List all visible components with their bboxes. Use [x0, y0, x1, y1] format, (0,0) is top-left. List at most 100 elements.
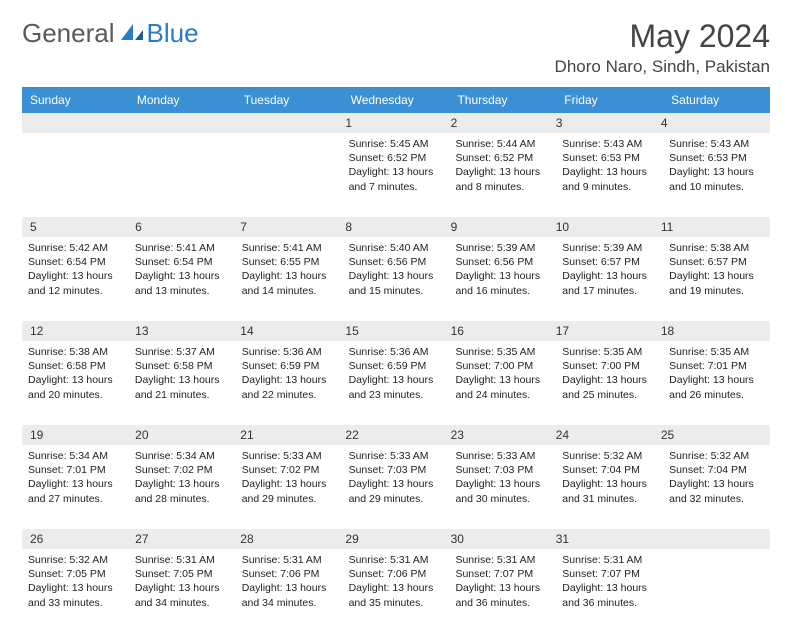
day-header: Monday [129, 87, 236, 113]
day-detail: Sunrise: 5:45 AMSunset: 6:52 PMDaylight:… [349, 137, 444, 194]
day-cell: Sunrise: 5:34 AMSunset: 7:01 PMDaylight:… [22, 445, 129, 529]
day-cell: Sunrise: 5:32 AMSunset: 7:05 PMDaylight:… [22, 549, 129, 633]
day-number: 11 [659, 220, 764, 234]
day-number: 12 [28, 324, 133, 338]
day-detail: Sunrise: 5:41 AMSunset: 6:55 PMDaylight:… [242, 241, 337, 298]
day-header: Wednesday [343, 87, 450, 113]
day-cell: Sunrise: 5:43 AMSunset: 6:53 PMDaylight:… [663, 133, 770, 217]
week-row: 1234 Sunrise: 5:45 AMSunset: 6:52 PMDayli… [22, 113, 770, 217]
detail-row: Sunrise: 5:38 AMSunset: 6:58 PMDaylight:… [22, 341, 770, 425]
day-number: 4 [659, 116, 764, 130]
day-detail: Sunrise: 5:31 AMSunset: 7:06 PMDaylight:… [349, 553, 444, 610]
day-number: 8 [343, 220, 448, 234]
day-detail: Sunrise: 5:33 AMSunset: 7:03 PMDaylight:… [349, 449, 444, 506]
page-title: May 2024 [555, 18, 770, 55]
day-number: 19 [28, 428, 133, 442]
day-number [238, 116, 343, 130]
week-row: 19202122232425 Sunrise: 5:34 AMSunset: 7:… [22, 425, 770, 529]
day-detail: Sunrise: 5:34 AMSunset: 7:02 PMDaylight:… [135, 449, 230, 506]
day-number: 1 [343, 116, 448, 130]
day-detail: Sunrise: 5:32 AMSunset: 7:04 PMDaylight:… [562, 449, 657, 506]
day-cell: Sunrise: 5:31 AMSunset: 7:07 PMDaylight:… [449, 549, 556, 633]
day-header: Thursday [449, 87, 556, 113]
week-row: 262728293031Sunrise: 5:32 AMSunset: 7:05… [22, 529, 770, 633]
day-detail: Sunrise: 5:31 AMSunset: 7:07 PMDaylight:… [562, 553, 657, 610]
day-cell: Sunrise: 5:41 AMSunset: 6:54 PMDaylight:… [129, 237, 236, 321]
day-number: 3 [554, 116, 659, 130]
daynum-strip: 12131415161718 [22, 321, 770, 341]
day-number: 26 [28, 532, 133, 546]
day-header: Friday [556, 87, 663, 113]
day-number: 15 [343, 324, 448, 338]
day-detail: Sunrise: 5:31 AMSunset: 7:05 PMDaylight:… [135, 553, 230, 610]
day-detail: Sunrise: 5:40 AMSunset: 6:56 PMDaylight:… [349, 241, 444, 298]
logo-text-general: General [22, 18, 115, 49]
detail-row: Sunrise: 5:42 AMSunset: 6:54 PMDaylight:… [22, 237, 770, 321]
day-cell: Sunrise: 5:31 AMSunset: 7:07 PMDaylight:… [556, 549, 663, 633]
day-cell: Sunrise: 5:38 AMSunset: 6:57 PMDaylight:… [663, 237, 770, 321]
day-number: 5 [28, 220, 133, 234]
logo-text-blue: Blue [147, 18, 199, 49]
day-cell: Sunrise: 5:40 AMSunset: 6:56 PMDaylight:… [343, 237, 450, 321]
day-number: 29 [343, 532, 448, 546]
detail-row: Sunrise: 5:32 AMSunset: 7:05 PMDaylight:… [22, 549, 770, 633]
day-number [659, 532, 764, 546]
day-cell: Sunrise: 5:35 AMSunset: 7:00 PMDaylight:… [556, 341, 663, 425]
day-number: 13 [133, 324, 238, 338]
day-detail: Sunrise: 5:39 AMSunset: 6:56 PMDaylight:… [455, 241, 550, 298]
daynum-strip: 1234 [22, 113, 770, 133]
day-cell: Sunrise: 5:34 AMSunset: 7:02 PMDaylight:… [129, 445, 236, 529]
day-cell: Sunrise: 5:31 AMSunset: 7:06 PMDaylight:… [236, 549, 343, 633]
day-detail: Sunrise: 5:41 AMSunset: 6:54 PMDaylight:… [135, 241, 230, 298]
day-cell: Sunrise: 5:41 AMSunset: 6:55 PMDaylight:… [236, 237, 343, 321]
day-cell: Sunrise: 5:39 AMSunset: 6:56 PMDaylight:… [449, 237, 556, 321]
day-number [133, 116, 238, 130]
day-cell: Sunrise: 5:39 AMSunset: 6:57 PMDaylight:… [556, 237, 663, 321]
day-detail: Sunrise: 5:39 AMSunset: 6:57 PMDaylight:… [562, 241, 657, 298]
day-cell: Sunrise: 5:36 AMSunset: 6:59 PMDaylight:… [236, 341, 343, 425]
daynum-strip: 19202122232425 [22, 425, 770, 445]
day-number: 6 [133, 220, 238, 234]
week-row: 12131415161718Sunrise: 5:38 AMSunset: 6:… [22, 321, 770, 425]
day-cell: Sunrise: 5:31 AMSunset: 7:05 PMDaylight:… [129, 549, 236, 633]
day-number: 27 [133, 532, 238, 546]
day-number: 21 [238, 428, 343, 442]
day-cell [663, 549, 770, 633]
day-cell: Sunrise: 5:33 AMSunset: 7:02 PMDaylight:… [236, 445, 343, 529]
day-header: Sunday [22, 87, 129, 113]
day-cell: Sunrise: 5:31 AMSunset: 7:06 PMDaylight:… [343, 549, 450, 633]
day-number: 9 [449, 220, 554, 234]
day-detail: Sunrise: 5:36 AMSunset: 6:59 PMDaylight:… [349, 345, 444, 402]
detail-row: Sunrise: 5:34 AMSunset: 7:01 PMDaylight:… [22, 445, 770, 529]
day-detail: Sunrise: 5:32 AMSunset: 7:05 PMDaylight:… [28, 553, 123, 610]
day-detail: Sunrise: 5:37 AMSunset: 6:58 PMDaylight:… [135, 345, 230, 402]
day-cell: Sunrise: 5:32 AMSunset: 7:04 PMDaylight:… [556, 445, 663, 529]
day-detail: Sunrise: 5:44 AMSunset: 6:52 PMDaylight:… [455, 137, 550, 194]
day-detail: Sunrise: 5:34 AMSunset: 7:01 PMDaylight:… [28, 449, 123, 506]
day-number [28, 116, 133, 130]
day-detail: Sunrise: 5:36 AMSunset: 6:59 PMDaylight:… [242, 345, 337, 402]
day-detail: Sunrise: 5:38 AMSunset: 6:57 PMDaylight:… [669, 241, 764, 298]
day-cell: Sunrise: 5:33 AMSunset: 7:03 PMDaylight:… [449, 445, 556, 529]
day-detail: Sunrise: 5:33 AMSunset: 7:03 PMDaylight:… [455, 449, 550, 506]
day-cell [236, 133, 343, 217]
calendar: SundayMondayTuesdayWednesdayThursdayFrid… [22, 87, 770, 633]
day-number: 14 [238, 324, 343, 338]
day-cell: Sunrise: 5:35 AMSunset: 7:01 PMDaylight:… [663, 341, 770, 425]
day-detail: Sunrise: 5:32 AMSunset: 7:04 PMDaylight:… [669, 449, 764, 506]
day-cell: Sunrise: 5:42 AMSunset: 6:54 PMDaylight:… [22, 237, 129, 321]
day-cell: Sunrise: 5:32 AMSunset: 7:04 PMDaylight:… [663, 445, 770, 529]
day-detail: Sunrise: 5:33 AMSunset: 7:02 PMDaylight:… [242, 449, 337, 506]
day-cell: Sunrise: 5:36 AMSunset: 6:59 PMDaylight:… [343, 341, 450, 425]
day-number: 18 [659, 324, 764, 338]
day-number: 16 [449, 324, 554, 338]
sail-icon [119, 18, 145, 49]
daynum-strip: 567891011 [22, 217, 770, 237]
day-number: 25 [659, 428, 764, 442]
day-cell [129, 133, 236, 217]
detail-row: Sunrise: 5:45 AMSunset: 6:52 PMDaylight:… [22, 133, 770, 217]
day-number: 17 [554, 324, 659, 338]
day-number: 28 [238, 532, 343, 546]
day-number: 7 [238, 220, 343, 234]
day-header-row: SundayMondayTuesdayWednesdayThursdayFrid… [22, 87, 770, 113]
